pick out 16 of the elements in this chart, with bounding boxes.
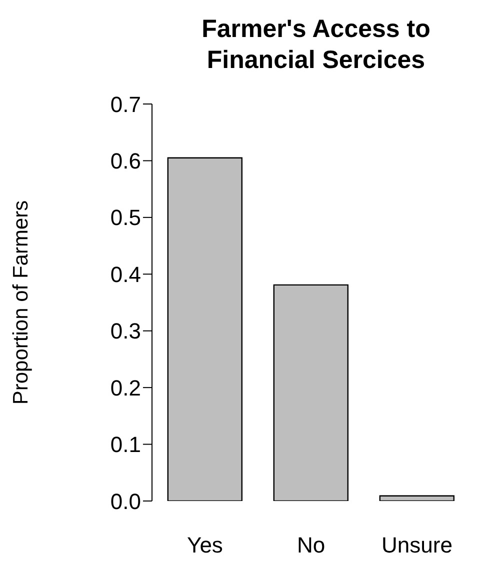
x-tick-label: Yes	[187, 532, 223, 558]
y-tick-label: 0.6	[110, 148, 141, 174]
y-tick-label: 0.3	[110, 318, 141, 344]
x-tick-label: No	[296, 532, 326, 558]
y-tick-label: 0.0	[110, 488, 141, 514]
y-axis-title: Proportion of Farmers	[9, 200, 32, 405]
x-tick-label: Unsure	[382, 532, 452, 558]
y-tick-label: 0.1	[110, 432, 141, 458]
bar	[167, 157, 242, 501]
bar	[273, 284, 348, 501]
y-tick-label: 0.5	[110, 205, 141, 230]
chart-title: Farmer's Access to Financial Sercices	[200, 14, 432, 76]
y-tick-label: 0.7	[110, 92, 141, 117]
y-tick-label: 0.4	[110, 262, 141, 287]
bar	[379, 495, 454, 501]
y-tick-label: 0.2	[110, 375, 141, 400]
